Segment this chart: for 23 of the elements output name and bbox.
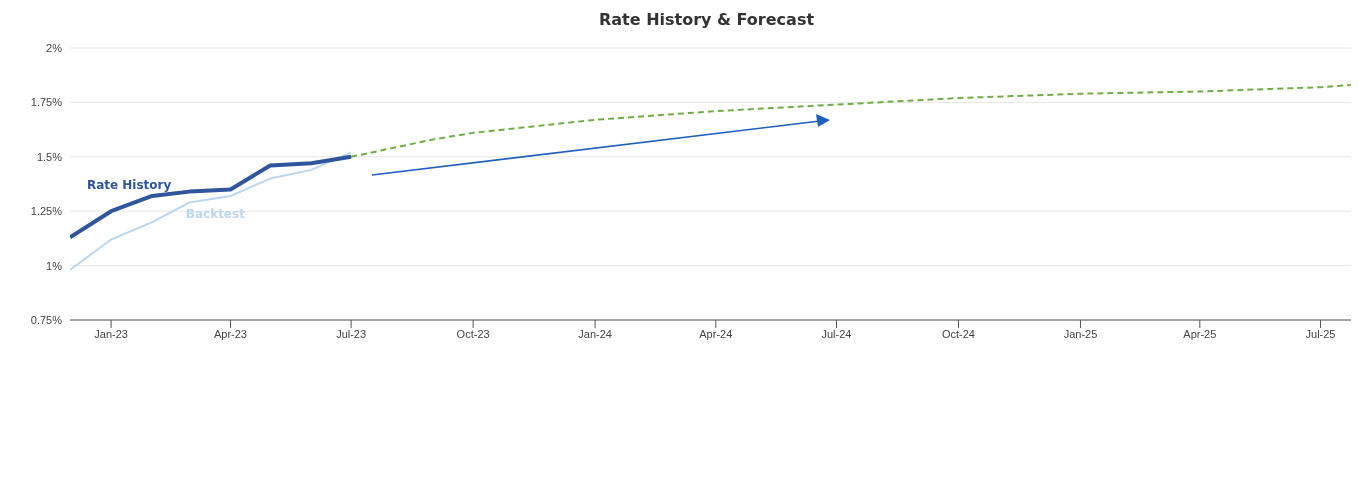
chart-title: Rate History & Forecast <box>597 10 816 29</box>
y-tick-label: 1.75% <box>30 96 63 109</box>
x-tick-label: Jan-25 <box>1063 327 1098 340</box>
line-series <box>70 151 353 271</box>
x-tick-label: Jan-23 <box>94 327 128 340</box>
x-tick-label: Apr-23 <box>213 327 247 340</box>
x-tick-label: Apr-25 <box>1183 327 1217 340</box>
x-tick-label: Oct-23 <box>456 327 490 340</box>
series-label: Backtest <box>185 207 246 222</box>
x-tick-label: Oct-24 <box>941 327 975 340</box>
x-tick-label: Jan-24 <box>578 327 612 340</box>
y-tick-label: 1.5% <box>36 150 63 163</box>
y-tick-label: 1.25% <box>30 205 63 218</box>
y-tick-label: 1% <box>46 259 63 272</box>
y-tick-label: 2% <box>46 41 63 54</box>
line-series <box>350 83 1351 158</box>
x-tick-label: Apr-24 <box>699 327 733 340</box>
x-tick-label: Jul-24 <box>821 327 852 340</box>
line-series <box>70 154 354 240</box>
y-tick-label: 0.75% <box>30 313 63 326</box>
x-tick-label: Jul-23 <box>336 327 367 340</box>
x-tick-label: Jul-25 <box>1305 327 1336 340</box>
series-label: Rate History <box>86 178 172 193</box>
